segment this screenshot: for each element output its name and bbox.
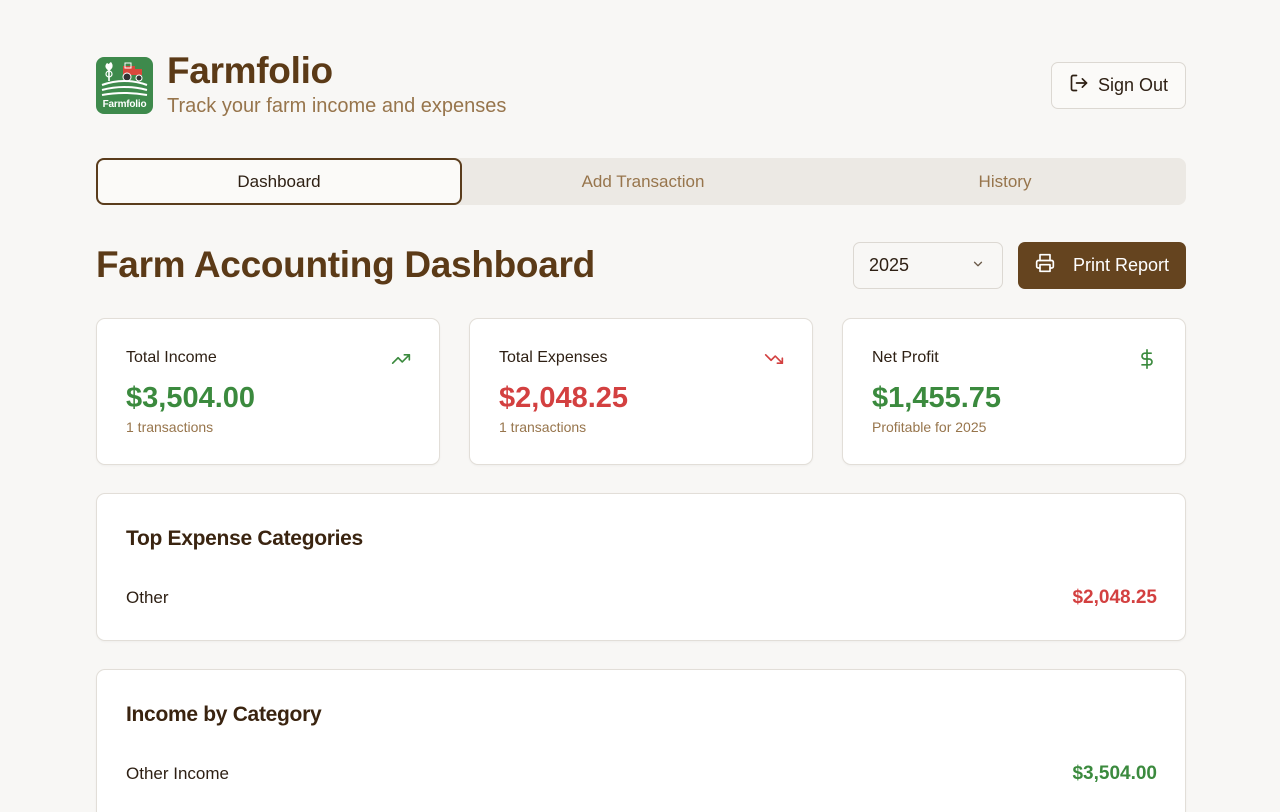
tab-history[interactable]: History: [978, 171, 1032, 191]
net-profit-note: Profitable for 2025: [872, 419, 987, 435]
tab-dashboard[interactable]: Dashboard: [96, 158, 462, 205]
farmfolio-logo: Farmfolio: [96, 57, 153, 114]
trending-up-icon: [391, 349, 411, 374]
print-report-button[interactable]: Print Report: [1018, 242, 1186, 289]
total-expenses-value: $2,048.25: [499, 382, 629, 414]
total-income-value: $3,504.00: [126, 382, 256, 414]
year-select[interactable]: 2025: [853, 242, 1003, 289]
total-income-note: 1 transactions: [126, 419, 214, 435]
app-header: Farmfolio Farmfolio Track your farm inco…: [96, 50, 1186, 120]
logo-text: Farmfolio: [102, 99, 147, 110]
total-expenses-card: Total Expenses $2,048.25 1 transactions: [469, 318, 813, 465]
tab-add-transaction[interactable]: Add Transaction: [581, 171, 705, 191]
trending-down-icon: [764, 349, 784, 374]
total-income-card: Total Income $3,504.00 1 transactions: [96, 318, 440, 465]
total-expenses-label: Total Expenses: [499, 349, 608, 366]
total-income-label: Total Income: [126, 349, 217, 366]
page-title: Farm Accounting Dashboard: [96, 244, 595, 285]
sign-out-label: Sign Out: [1097, 75, 1169, 95]
year-select-value: 2025: [869, 255, 910, 275]
income-by-category-card: Income by Category Other Income $3,504.0…: [96, 669, 1186, 812]
dollar-sign-icon: [1137, 349, 1157, 374]
main-tabs: Dashboard Add Transaction History: [96, 158, 1186, 205]
chevron-down-icon: [971, 255, 985, 276]
net-profit-label: Net Profit: [872, 349, 939, 366]
app-title: Farmfolio: [167, 50, 333, 91]
income-category-value: $3,504.00: [1072, 763, 1157, 784]
sign-out-button[interactable]: Sign Out: [1051, 62, 1186, 109]
print-report-label: Print Report: [1072, 255, 1170, 275]
income-by-category-title: Income by Category: [126, 703, 322, 726]
printer-icon: [1035, 253, 1055, 278]
expense-category-value: $2,048.25: [1072, 587, 1157, 608]
income-category-label: Other Income: [126, 764, 229, 783]
top-expense-categories-title: Top Expense Categories: [126, 527, 363, 550]
expense-category-label: Other: [126, 588, 169, 607]
sign-out-icon: [1069, 73, 1089, 98]
app-subtitle: Track your farm income and expenses: [167, 95, 507, 117]
total-expenses-note: 1 transactions: [499, 419, 587, 435]
net-profit-value: $1,455.75: [872, 382, 1002, 414]
top-expense-categories-card: Top Expense Categories Other $2,048.25: [96, 493, 1186, 641]
net-profit-card: Net Profit $1,455.75 Profitable for 2025: [842, 318, 1186, 465]
